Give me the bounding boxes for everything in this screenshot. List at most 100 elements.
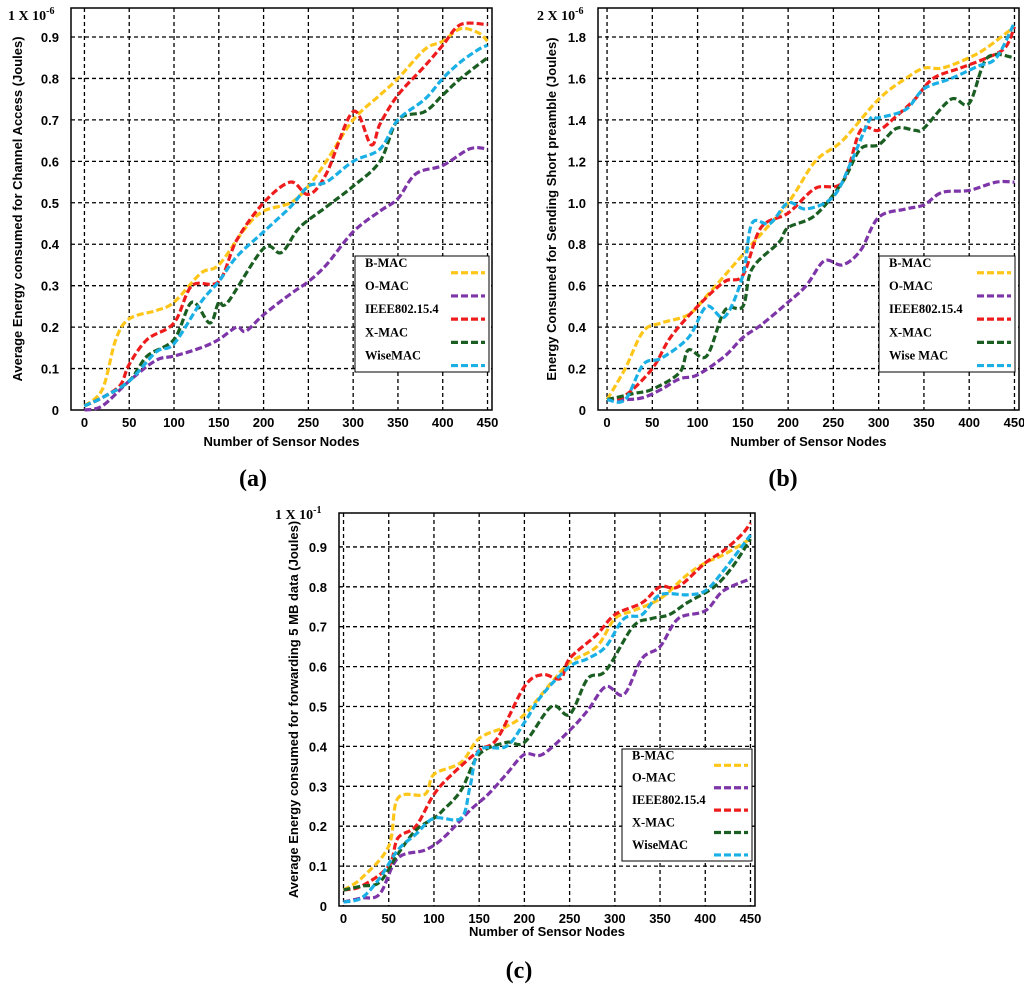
scale-factor-exponent: -6 — [575, 6, 583, 17]
y-tick-label: 0.5 — [309, 700, 327, 715]
legend-entry-label: O-MAC — [889, 279, 933, 293]
legend-entry-label: B-MAC — [632, 748, 674, 762]
y-tick-label: 0.7 — [309, 620, 327, 635]
legend-box — [621, 748, 753, 862]
y-tick-label: 0.8 — [41, 71, 59, 86]
legend-entry-label: X-MAC — [632, 816, 675, 830]
x-tick-label: 50 — [645, 415, 659, 430]
legend-entry-label: X-MAC — [365, 325, 408, 339]
x-tick-label: 250 — [298, 415, 320, 430]
y-tick-label: 0.2 — [568, 362, 586, 377]
legend: B-MAC O-MAC IEEE802.15.4 X-MAC Wise MAC — [878, 255, 1016, 373]
y-tick-label: 0.9 — [309, 540, 327, 555]
scale-factor-exponent: -1 — [313, 505, 321, 516]
scale-factor-base: 1 X 10 — [275, 508, 313, 523]
scale-factor-label: 2 X 10-6 — [537, 6, 583, 24]
y-tick-label: 0.1 — [309, 859, 327, 874]
x-tick-label: 100 — [687, 415, 709, 430]
x-tick-label: 300 — [342, 415, 364, 430]
legend-entry-label: IEEE802.15.4 — [365, 302, 439, 316]
y-tick-label: 1.8 — [568, 30, 586, 45]
y-tick-label: 0 — [320, 899, 327, 914]
y-tick-label: 0.6 — [41, 154, 59, 169]
x-tick-label: 350 — [387, 415, 409, 430]
chart-panel-a: 0 50 100 150 200 250 300 350 400 450 0 0.1 0.2 0.3 0.4… — [8, 6, 498, 492]
series-line-wisemac — [83, 43, 489, 408]
y-tick-label: 0 — [579, 403, 586, 418]
x-tick-label: 400 — [432, 415, 454, 430]
y-tick-label: 0.1 — [41, 362, 59, 377]
series-line-o-mac — [343, 577, 752, 904]
x-tick-label: 450 — [477, 415, 499, 430]
legend-entry-label: IEEE802.15.4 — [632, 793, 706, 807]
y-tick-label: 0.4 — [568, 320, 587, 335]
x-axis-label: Number of Sensor Nodes — [730, 434, 886, 449]
series-line-b-mac — [605, 25, 1016, 401]
x-tick-label: 100 — [423, 911, 445, 926]
legend: B-MAC O-MAC IEEE802.15.4 X-MAC WiseMAC — [621, 748, 753, 862]
y-tick-label: 0 — [52, 403, 59, 418]
legend-entry-label: O-MAC — [365, 279, 409, 293]
series-line-o-mac — [84, 146, 488, 412]
y-axis-label: Energy Consumed for Sending Short preamb… — [544, 37, 559, 380]
series-line-ieee802-15-4 — [343, 522, 752, 892]
x-tick-label: 50 — [122, 415, 136, 430]
x-tick-label: 250 — [823, 415, 845, 430]
legend-entry-label: WiseMAC — [365, 349, 421, 363]
x-tick-label: 200 — [514, 911, 536, 926]
y-tick-label: 0.6 — [568, 279, 586, 294]
chart-panel-c: 0 50 100 150 200 250 300 350 400 450 0 0.1 0.2 0.3 0.4… — [275, 505, 761, 984]
y-tick-label: 0.3 — [309, 779, 327, 794]
x-tick-label: 350 — [913, 415, 935, 430]
scale-factor-base: 1 X 10 — [8, 9, 46, 24]
x-tick-label: 0 — [340, 911, 347, 926]
series-line-wisemac — [606, 21, 1016, 404]
y-tick-label: 0.2 — [309, 819, 327, 834]
y-tick-label: 0.2 — [41, 320, 59, 335]
series-line-wisemac — [343, 533, 752, 904]
y-tick-label: 0.8 — [568, 237, 586, 252]
x-axis-label: Number of Sensor Nodes — [469, 924, 625, 939]
y-tick-label: 0.5 — [41, 196, 59, 211]
scale-factor-label: 1 X 10-1 — [275, 505, 321, 523]
series-line-o-mac — [607, 179, 1015, 402]
scale-factor-label: 1 X 10-6 — [8, 6, 54, 24]
y-axis-label: Average Energy consumed for forwarding 5… — [286, 521, 301, 898]
series-line-ieee802-15-4 — [83, 21, 488, 408]
x-tick-label: 150 — [208, 415, 230, 430]
panel-label: (a) — [239, 466, 267, 492]
x-tick-label: 300 — [604, 911, 626, 926]
x-tick-label: 250 — [559, 911, 581, 926]
scale-factor-base: 2 X 10 — [537, 9, 575, 24]
y-tick-label: 1.6 — [568, 71, 586, 86]
x-tick-label: 300 — [868, 415, 890, 430]
x-tick-label: 100 — [163, 415, 185, 430]
y-tick-label: 0.6 — [309, 660, 327, 675]
legend-entry-label: B-MAC — [889, 256, 931, 270]
chart-panel-b: 0 50 100 150 200 250 300 350 400 450 0 0.2 0.4 0.6 0.8… — [537, 6, 1024, 492]
series-line-ieee802-15-4 — [606, 25, 1016, 402]
legend-entry-label: WiseMAC — [632, 838, 688, 852]
y-tick-label: 1.2 — [568, 154, 586, 169]
y-tick-label: 0.4 — [309, 739, 328, 754]
x-tick-label: 450 — [1004, 415, 1024, 430]
legend-entry-label: B-MAC — [365, 256, 407, 270]
x-tick-label: 450 — [740, 911, 762, 926]
x-tick-label: 0 — [81, 415, 88, 430]
x-axis-label: Number of Sensor Nodes — [203, 434, 359, 449]
legend-entry-label: O-MAC — [632, 771, 676, 785]
x-tick-label: 50 — [382, 911, 396, 926]
y-tick-label: 1.4 — [568, 113, 587, 128]
series-line-x-mac — [606, 52, 1015, 402]
y-tick-label: 1.0 — [568, 196, 586, 211]
x-tick-label: 0 — [603, 415, 610, 430]
x-tick-label: 200 — [777, 415, 799, 430]
series-line-x-mac — [83, 56, 489, 408]
x-tick-label: 400 — [958, 415, 980, 430]
y-tick-label: 0.8 — [309, 580, 327, 595]
x-tick-label: 150 — [732, 415, 754, 430]
y-tick-label: 0.4 — [41, 237, 60, 252]
legend-box — [354, 255, 490, 373]
y-axis-label: Average Energy consumed for Channel Acce… — [10, 36, 25, 381]
